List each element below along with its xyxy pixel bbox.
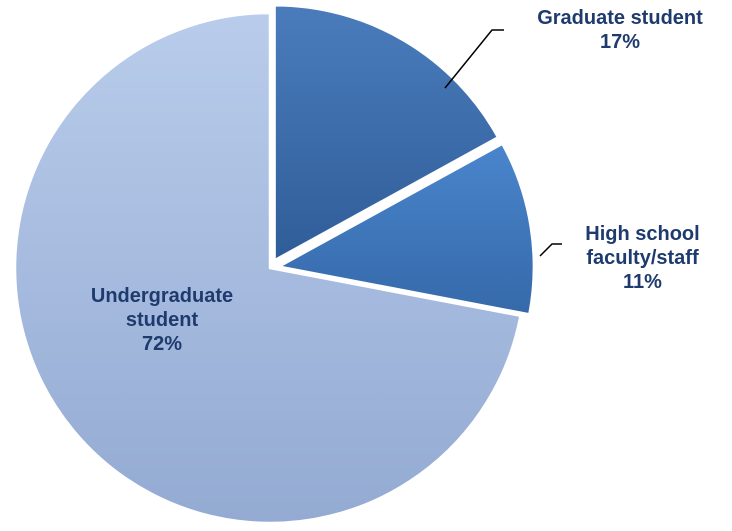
- pie-slice: [275, 142, 536, 316]
- value-label: 72%: [141, 333, 183, 355]
- leader-line: [444, 29, 504, 89]
- pie-slice: [13, 11, 522, 525]
- leader-line: [539, 243, 562, 257]
- slice-label: Undergraduate student 72%: [72, 284, 252, 356]
- category-label: Undergraduate student: [90, 285, 234, 331]
- slice-label: High school faculty/staff 11%: [560, 222, 725, 294]
- category-label: High school faculty/staff: [585, 223, 700, 269]
- value-label: 17%: [599, 31, 641, 53]
- category-label: Graduate student: [537, 7, 703, 29]
- slice-label: Graduate student 17%: [500, 6, 732, 54]
- value-label: 11%: [623, 271, 662, 293]
- pie-slice: [273, 4, 500, 263]
